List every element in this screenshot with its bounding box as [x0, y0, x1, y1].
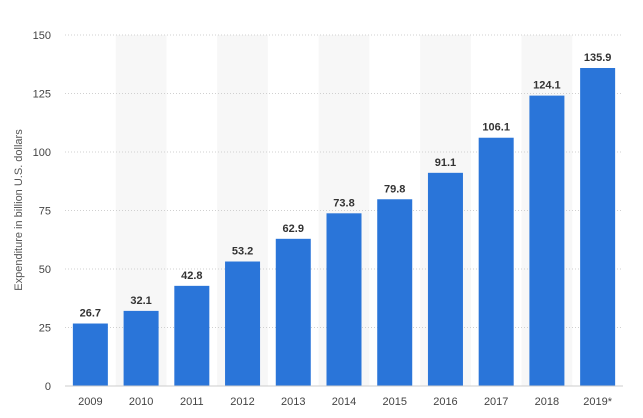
data-label-2013: 62.9	[283, 223, 304, 235]
data-label-2018: 124.1	[533, 80, 561, 92]
x-tick-2018: 2018	[535, 396, 559, 408]
bar-2017	[478, 137, 514, 386]
bar-2019*	[580, 67, 616, 386]
bar-2009	[72, 323, 108, 386]
y-axis-ticks: 0 25 50 75 100 125 150	[33, 30, 51, 393]
data-label-2019*: 135.9	[584, 52, 612, 64]
x-tick-2010: 2010	[129, 396, 153, 408]
data-label-2011: 42.8	[181, 270, 202, 282]
y-tick-125: 125	[33, 89, 51, 101]
data-label-2009: 26.7	[80, 308, 101, 320]
bar-2010	[123, 310, 159, 386]
bar-2016	[427, 172, 463, 386]
x-tick-2014: 2014	[332, 396, 356, 408]
x-tick-2015: 2015	[382, 396, 406, 408]
x-tick-2016: 2016	[433, 396, 457, 408]
y-tick-75: 75	[39, 206, 51, 218]
x-tick-2012: 2012	[230, 396, 254, 408]
x-tick-2019*: 2019*	[583, 396, 612, 408]
bar-2015	[377, 199, 413, 386]
data-label-2010: 32.1	[130, 295, 151, 307]
data-label-2017: 106.1	[482, 122, 510, 134]
x-tick-2011: 2011	[180, 396, 204, 408]
data-labels: 26.7 32.1 42.8 53.2 62.9 73.8 79.8 91.1 106.1 124…	[80, 52, 612, 320]
bar-2011	[174, 285, 210, 386]
bar-2013	[275, 238, 311, 386]
bars	[72, 67, 616, 386]
y-tick-25: 25	[39, 323, 51, 335]
y-tick-100: 100	[33, 147, 51, 159]
y-axis-label: Expenditure in billion U.S. dollars	[13, 129, 25, 291]
data-label-2014: 73.8	[333, 197, 354, 209]
data-label-2016: 91.1	[435, 157, 456, 169]
y-tick-0: 0	[45, 381, 51, 393]
bar-2014	[326, 213, 362, 386]
data-label-2012: 53.2	[232, 246, 253, 258]
y-tick-150: 150	[33, 30, 51, 42]
data-label-2015: 79.8	[384, 183, 405, 195]
y-tick-50: 50	[39, 264, 51, 276]
x-tick-2013: 2013	[281, 396, 305, 408]
x-axis-ticks: 2009 2010 2011 2012 2013 2014 2015 2016 2017 2018…	[78, 396, 613, 408]
bar-2012	[225, 261, 261, 386]
x-tick-2009: 2009	[78, 396, 102, 408]
x-tick-2017: 2017	[484, 396, 508, 408]
bar-2018	[529, 95, 565, 386]
